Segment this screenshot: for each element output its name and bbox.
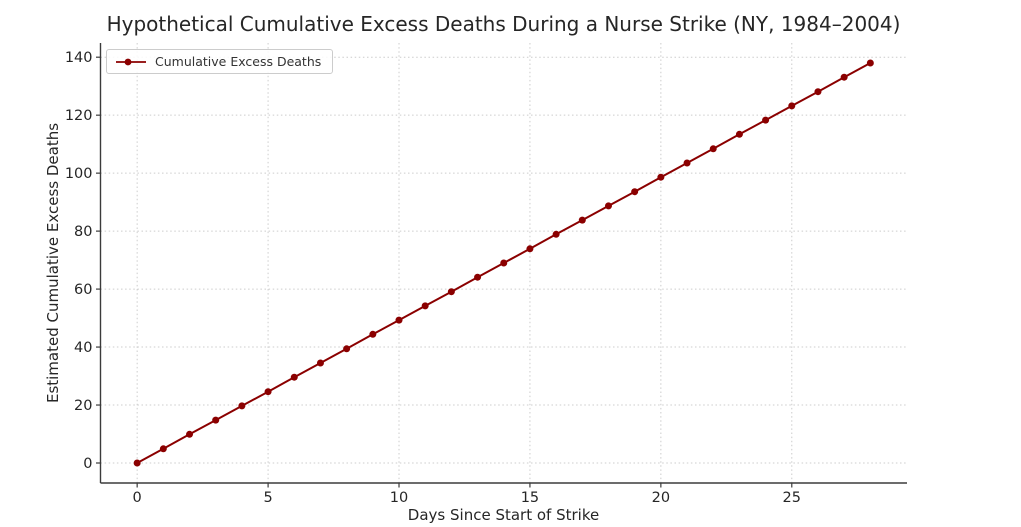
x-axis-label: Days Since Start of Strike bbox=[407, 506, 600, 524]
data-point bbox=[264, 388, 272, 396]
y-tick-label: 140 bbox=[65, 50, 93, 66]
y-tick-label: 20 bbox=[74, 398, 92, 414]
data-point bbox=[578, 216, 586, 224]
data-point bbox=[631, 188, 639, 196]
data-point bbox=[421, 302, 429, 310]
data-point bbox=[604, 202, 612, 210]
data-point bbox=[657, 173, 665, 181]
legend-line-marker-icon bbox=[116, 58, 146, 65]
y-tick-label: 100 bbox=[65, 166, 93, 182]
data-point bbox=[500, 259, 508, 267]
x-tick-label: 20 bbox=[652, 490, 670, 506]
data-point bbox=[395, 316, 403, 324]
data-point bbox=[447, 288, 455, 296]
data-point bbox=[369, 330, 377, 338]
data-point bbox=[762, 116, 770, 124]
legend-box: Cumulative Excess Deaths bbox=[106, 49, 334, 74]
x-tick-label: 15 bbox=[521, 490, 539, 506]
data-point bbox=[683, 159, 691, 167]
y-tick-label: 80 bbox=[74, 224, 92, 240]
data-point bbox=[474, 273, 482, 281]
y-tick-label: 40 bbox=[74, 340, 92, 356]
x-tick-label: 5 bbox=[263, 490, 272, 506]
y-tick-label: 60 bbox=[74, 282, 92, 298]
data-point bbox=[212, 416, 220, 424]
data-point bbox=[159, 445, 167, 453]
x-tick-label: 10 bbox=[390, 490, 408, 506]
y-tick-label: 120 bbox=[65, 108, 93, 124]
data-point bbox=[316, 359, 324, 367]
data-point bbox=[526, 245, 534, 253]
data-point bbox=[343, 345, 351, 353]
data-point bbox=[186, 430, 194, 438]
y-axis-label: Estimated Cumulative Excess Deaths bbox=[44, 122, 62, 404]
data-point bbox=[788, 102, 796, 110]
data-point bbox=[133, 459, 141, 467]
data-point bbox=[735, 130, 743, 138]
data-point bbox=[840, 73, 848, 81]
x-tick-label: 0 bbox=[133, 490, 142, 506]
data-point bbox=[709, 145, 717, 153]
data-point bbox=[866, 59, 874, 67]
x-tick-label: 25 bbox=[783, 490, 801, 506]
data-point bbox=[814, 88, 822, 96]
legend-label: Cumulative Excess Deaths bbox=[155, 54, 322, 69]
data-point bbox=[238, 402, 246, 410]
data-point bbox=[552, 230, 560, 238]
data-point bbox=[290, 373, 298, 381]
chart-title: Hypothetical Cumulative Excess Deaths Du… bbox=[106, 12, 901, 36]
y-tick-label: 0 bbox=[83, 456, 92, 472]
